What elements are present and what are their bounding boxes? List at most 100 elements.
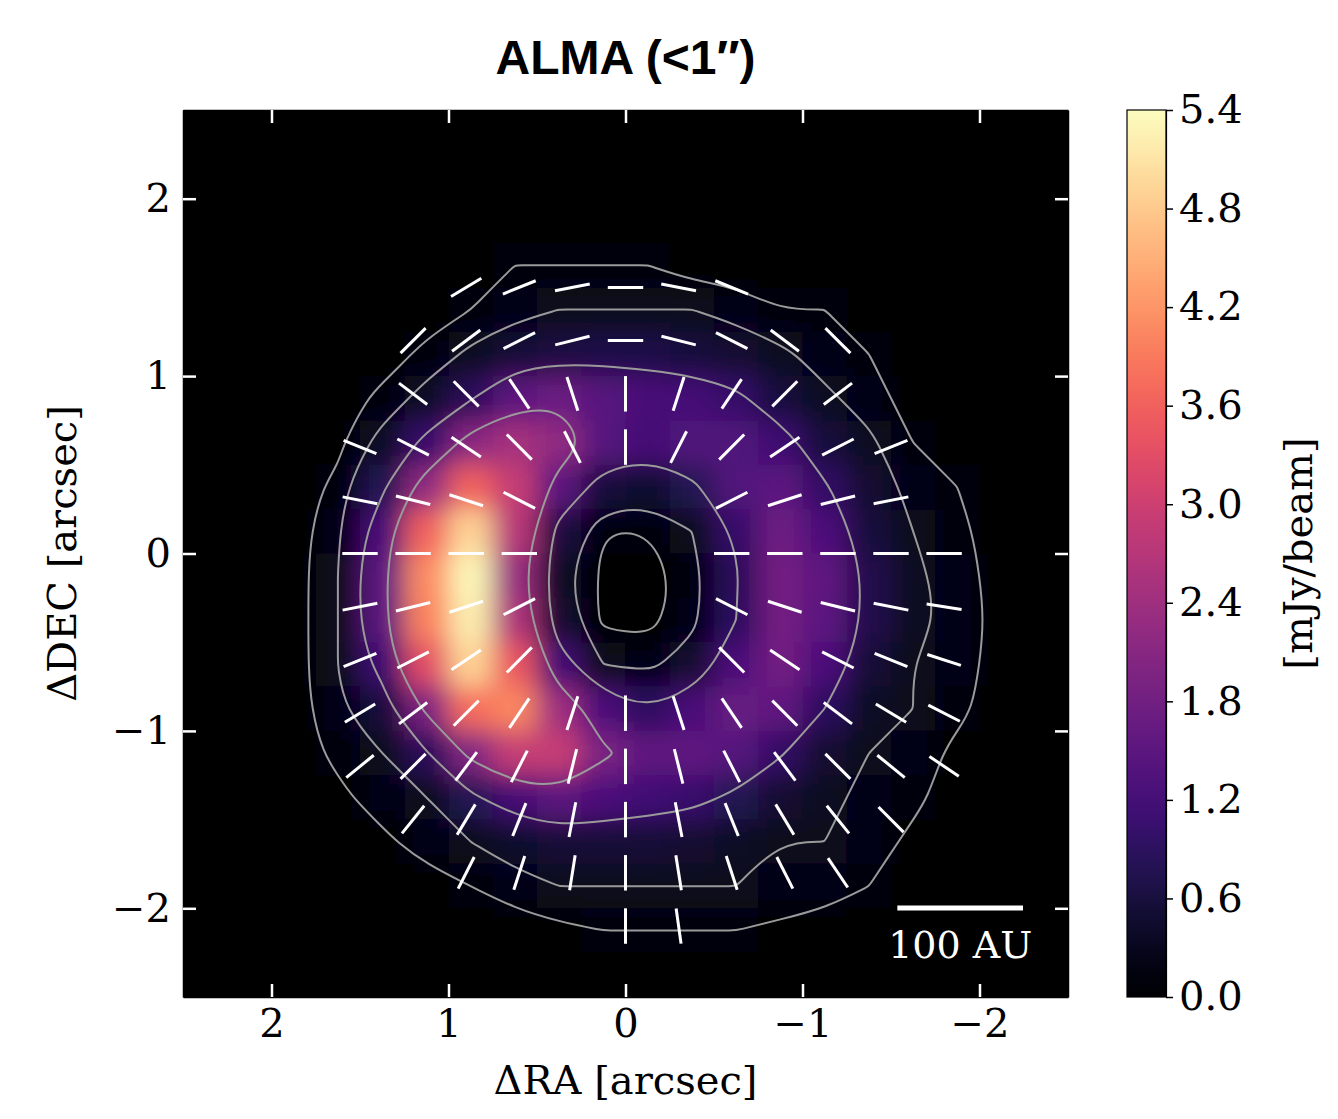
heatmap-cell	[935, 820, 980, 865]
heatmap-cells	[183, 110, 1068, 997]
heatmap-cell	[493, 642, 538, 687]
tick-mark	[183, 375, 196, 378]
polarization-vector	[825, 328, 850, 353]
heatmap-cell	[581, 687, 626, 732]
heatmap-cell	[227, 775, 272, 820]
heatmap-cell	[449, 731, 494, 776]
tick-label: −2	[112, 885, 171, 931]
heatmap-cell	[360, 554, 405, 599]
tick-mark	[271, 110, 274, 123]
heatmap-cell	[581, 554, 626, 599]
heatmap-cell	[626, 199, 671, 244]
polarization-vector	[624, 376, 627, 411]
colorbar-axis-line	[1166, 111, 1167, 998]
heatmap-cell	[183, 332, 228, 377]
polarization-vector	[876, 704, 906, 722]
polarization-vector	[821, 496, 855, 505]
heatmap-cell	[891, 775, 936, 820]
heatmap-cell	[537, 509, 582, 554]
polarization-vector	[509, 379, 529, 408]
polarization-vector	[927, 654, 961, 665]
heatmap-cell	[847, 820, 892, 865]
heatmap-cell	[935, 243, 980, 288]
polarization-vector	[772, 701, 797, 726]
polarization-vector	[399, 383, 427, 404]
heatmap-cell	[980, 731, 1025, 776]
colorbar-tick-label: 3.0	[1179, 481, 1243, 527]
polarization-vector	[774, 752, 795, 780]
heatmap-cell	[980, 376, 1025, 421]
heatmap-cell	[980, 154, 1025, 199]
polarization-vector	[624, 855, 627, 890]
heatmap-cell	[758, 243, 803, 288]
tick: 0	[146, 530, 196, 576]
polarization-vector	[624, 429, 627, 464]
polarization-vector	[873, 552, 908, 555]
heatmap-cell	[404, 287, 449, 332]
colorbar-tick: 2.4	[1166, 579, 1243, 625]
heatmap-cell	[449, 908, 494, 953]
heatmap-cell	[360, 110, 405, 155]
heatmap-cell	[891, 287, 936, 332]
polarization-vector	[396, 602, 430, 611]
polarization-vector	[555, 336, 589, 345]
heatmap-cell	[847, 243, 892, 288]
polarization-vector	[346, 755, 374, 777]
heatmap-cell	[670, 598, 715, 643]
colorbar-tick: 4.8	[1166, 185, 1243, 231]
tick	[272, 110, 273, 123]
heatmap-cell	[670, 154, 715, 199]
polarization-vector	[504, 599, 536, 615]
polarization-vector	[555, 284, 590, 291]
heatmap-cell	[626, 154, 671, 199]
heatmap-cell	[758, 199, 803, 244]
heatmap-cell	[1024, 287, 1068, 332]
tick-mark	[448, 984, 451, 997]
heatmap-cell	[360, 908, 405, 953]
heatmap-cell	[980, 554, 1025, 599]
heatmap-cell	[714, 820, 759, 865]
heatmap-cell	[581, 820, 626, 865]
heatmap-cell	[803, 554, 848, 599]
polarization-vector	[343, 497, 378, 504]
heatmap-cell	[227, 864, 272, 909]
polarization-vector	[452, 330, 480, 351]
polarization-vector	[402, 806, 424, 834]
colorbar	[1127, 110, 1166, 997]
heatmap-cell	[935, 554, 980, 599]
heatmap-cell	[493, 199, 538, 244]
tick-mark	[271, 984, 274, 997]
heatmap-cell	[227, 953, 272, 997]
heatmap-cell	[183, 287, 228, 332]
tick-mark	[1055, 375, 1068, 378]
tick	[803, 110, 804, 123]
plot-area	[183, 110, 1068, 997]
heatmap-cell	[935, 598, 980, 643]
polarization-vector	[452, 437, 481, 457]
heatmap-cell	[183, 953, 228, 997]
heatmap-cell	[183, 775, 228, 820]
heatmap-cell	[626, 953, 671, 997]
heatmap-cell	[758, 110, 803, 155]
heatmap-cell	[935, 775, 980, 820]
heatmap-cell	[227, 465, 272, 510]
polarization-vector	[451, 278, 481, 296]
heatmap-cell	[183, 554, 228, 599]
heatmap-cell	[1024, 820, 1068, 865]
heatmap-cell	[1024, 731, 1068, 776]
heatmap-cell	[227, 687, 272, 732]
polarization-vector	[821, 602, 855, 611]
heatmap-cell	[183, 820, 228, 865]
heatmap-cell	[316, 953, 361, 997]
heatmap-cell	[847, 554, 892, 599]
heatmap-cell	[449, 642, 494, 687]
heatmap-cell	[227, 908, 272, 953]
polarization-vector	[770, 650, 799, 670]
heatmap-cell	[1024, 775, 1068, 820]
heatmap-cell	[227, 820, 272, 865]
colorbar-tick: 0.6	[1166, 875, 1243, 921]
polarization-vector	[875, 440, 908, 453]
heatmap-cell	[227, 199, 272, 244]
tick-mark	[802, 110, 805, 123]
heatmap-cell	[316, 465, 361, 510]
